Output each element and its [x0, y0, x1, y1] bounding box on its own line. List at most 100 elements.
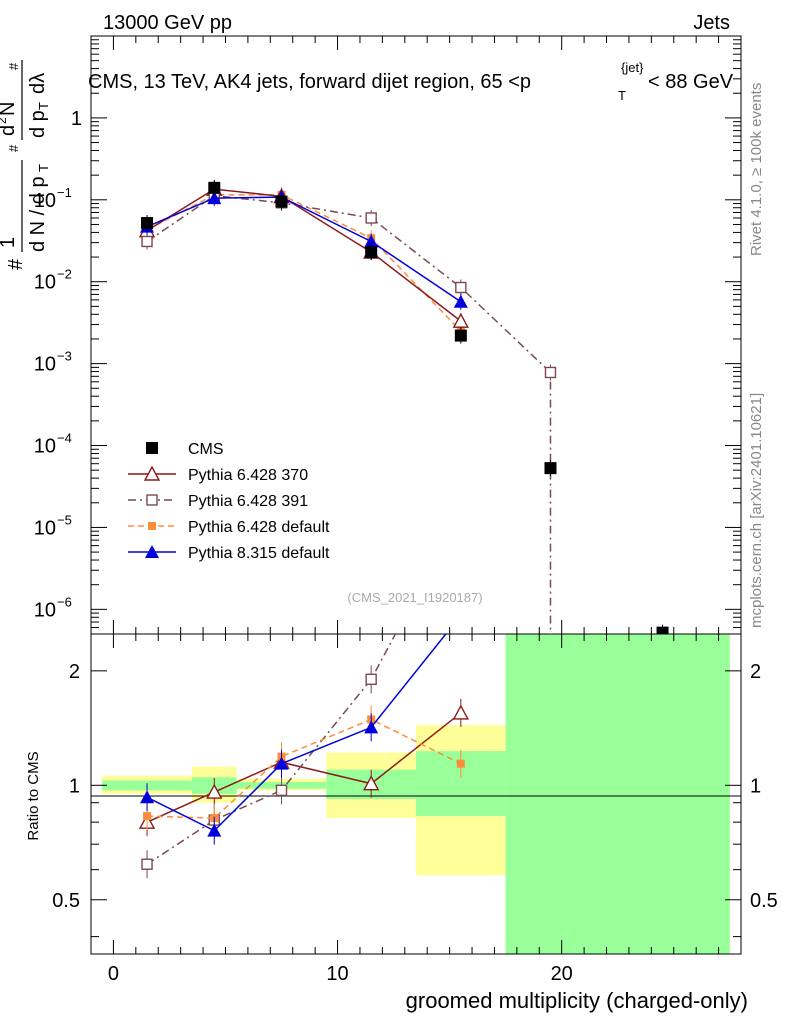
legend-item-p8: Pythia 8.315 default [128, 545, 330, 562]
point-p391 [141, 235, 153, 248]
ratio-point-pdef [143, 812, 152, 821]
y-tick-label-exponent: −2 [57, 267, 72, 282]
point-cms [365, 246, 378, 259]
ratio-point-p391 [365, 673, 377, 686]
series-line-p391 [146, 195, 552, 634]
y-tick-label-exponent: −3 [57, 349, 72, 364]
legend-label-pdef: Pythia 6.428 default [188, 519, 330, 536]
point-p391 [365, 212, 377, 224]
ratio-series [138, 634, 469, 879]
ratio-point-p370 [206, 783, 223, 799]
ratio-point-p370 [452, 704, 469, 720]
point-p8 [364, 234, 379, 248]
analysis-id: (CMS_2021_I1920187) [347, 590, 482, 605]
y-tick-label: 10 [34, 599, 56, 621]
ratio-point-p391 [275, 784, 288, 797]
ratio-y-tick-label-right: 2 [750, 661, 761, 683]
ylabel-two: 2 [0, 117, 9, 124]
main-series [138, 179, 669, 634]
band-green-5 [505, 634, 730, 954]
rivet-version-label: Rivet 4.1.0, ≥ 100k events [748, 83, 765, 256]
ylabel-hash-1: # [5, 258, 27, 270]
legend-marker-cms [146, 442, 158, 454]
legend-item-pdef: Pythia 6.428 default [128, 519, 330, 536]
legend-marker-p391 [146, 494, 158, 506]
ylabel-sub-t: T [36, 164, 51, 172]
ylabel-n: N [0, 102, 19, 116]
header-left: 13000 GeV pp [103, 12, 232, 34]
ratio-y-tick-label: 2 [69, 661, 80, 683]
y-tick-label: 10 [34, 354, 56, 376]
y-tick-label: 10 [34, 517, 56, 539]
legend-marker-p8 [145, 545, 159, 558]
ylabel-hash-2: # [6, 144, 21, 152]
point-cms [454, 329, 467, 342]
y-tick-label-exponent: −5 [57, 512, 72, 527]
point-p370 [452, 312, 469, 328]
ratio-point-p8 [140, 790, 155, 804]
ratio-point-p370 [363, 775, 380, 791]
series-p8 [140, 189, 468, 310]
ratio-series-p8 [140, 634, 447, 845]
plot-title-tail: < 88 GeV [648, 71, 734, 93]
mcplots-label: mcplots.cern.ch [arXiv:2401.10621] [748, 393, 765, 628]
header-right: Jets [693, 12, 730, 34]
plot-title-subscript: T [618, 88, 626, 103]
ylabel-one: 1 [0, 237, 19, 248]
x-tick-label: 0 [108, 963, 119, 985]
ratio-line-pdef [147, 718, 462, 819]
series-p391 [141, 187, 557, 634]
x-tick-label: 10 [326, 963, 348, 985]
legend: CMS Pythia 6.428 370 Pythia 6.428 391 Pythi… [128, 441, 330, 562]
legend-marker-p370 [143, 465, 161, 481]
point-cms [208, 181, 221, 194]
x-axis-label: groomed multiplicity (charged-only) [406, 988, 748, 1013]
ylabel-dn: d N / d p [27, 176, 49, 252]
x-tick-label: 20 [551, 963, 573, 985]
point-p391 [455, 281, 467, 294]
legend-label-cms: CMS [188, 441, 224, 458]
point-cms [275, 195, 288, 208]
ratio-point-p8 [364, 720, 379, 734]
ylabel-hash-3: # [6, 62, 21, 70]
legend-item-p370: Pythia 6.428 370 [128, 465, 308, 484]
ratio-point-pdef [456, 759, 465, 768]
legend-label-p391: Pythia 6.428 391 [188, 493, 308, 510]
legend-marker-pdef [148, 522, 156, 530]
legend-label-p8: Pythia 8.315 default [188, 545, 330, 562]
ratio-y-axis-label: Ratio to CMS [25, 751, 42, 840]
ratio-y-tick-label-right: 1 [750, 775, 761, 797]
point-cms [141, 217, 154, 230]
point-p8 [207, 191, 222, 205]
plot-title: CMS, 13 TeV, AK4 jets, forward dijet reg… [88, 60, 734, 103]
ratio-line-p391 [146, 634, 397, 865]
main-y-axis-label: # 1 d N / d p T # d 2 N d p T dλ # [0, 60, 51, 270]
ylabel-dpt: d p [27, 110, 49, 138]
series-line-p8 [146, 196, 462, 303]
y-tick-label-exponent: −4 [57, 431, 72, 446]
plot-title-text: CMS, 13 TeV, AK4 jets, forward dijet reg… [88, 71, 531, 93]
legend-item-p391: Pythia 6.428 391 [128, 493, 308, 510]
point-p391 [544, 366, 557, 379]
ylabel-dlambda: dλ [27, 73, 49, 94]
ylabel-d2n: d [0, 125, 19, 136]
legend-item-cms: CMS [146, 441, 224, 458]
y-tick-label: 10 [34, 436, 56, 458]
series-line-pdef [146, 194, 462, 332]
y-tick-label-exponent: −1 [57, 185, 72, 200]
point-cms [544, 462, 557, 475]
y-tick-label-exponent: −6 [57, 594, 72, 609]
legend-label-p370: Pythia 6.428 370 [188, 467, 308, 484]
ratio-y-tick-label: 0.5 [52, 890, 80, 912]
ratio-point-p8 [274, 756, 289, 770]
ratio-uncertainty-bands [102, 634, 730, 954]
point-p8 [453, 294, 468, 308]
y-tick-label: 1 [71, 108, 82, 130]
y-tick-label: 10 [34, 190, 56, 212]
ylabel-sub-t2: T [36, 102, 51, 110]
series-cms [141, 179, 669, 634]
plot-title-superscript: {jet} [621, 60, 644, 75]
ratio-y-tick-label-right: 0.5 [750, 890, 778, 912]
